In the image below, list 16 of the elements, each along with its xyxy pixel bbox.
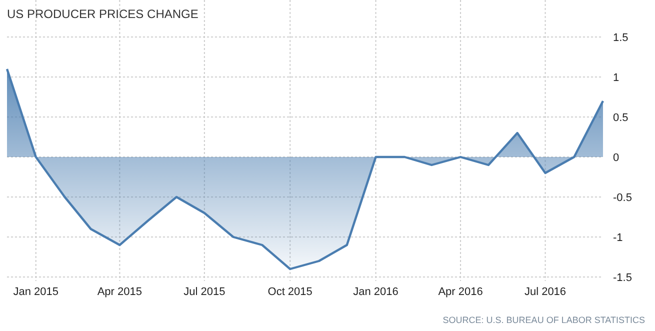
- y-tick-label: -1.5: [613, 272, 632, 284]
- chart-title: US PRODUCER PRICES CHANGE: [7, 7, 198, 21]
- source-note: SOURCE: U.S. BUREAU OF LABOR STATISTICS: [442, 315, 645, 325]
- x-tick-label: Oct 2015: [268, 286, 312, 298]
- y-tick-label: 1.5: [613, 32, 628, 44]
- x-tick-label: Jul 2015: [184, 286, 226, 298]
- y-tick-label: -1: [613, 232, 623, 244]
- x-tick-label: Jan 2015: [13, 286, 58, 298]
- y-tick-label: -0.5: [613, 192, 632, 204]
- x-tick-label: Apr 2016: [438, 286, 483, 298]
- x-tick-label: Jul 2016: [524, 286, 566, 298]
- y-tick-label: 0.5: [613, 112, 628, 124]
- y-tick-label: 1: [613, 72, 620, 84]
- x-tick-label: Apr 2015: [97, 286, 142, 298]
- x-tick-label: Jan 2016: [353, 286, 398, 298]
- y-tick-label: 0: [613, 152, 620, 164]
